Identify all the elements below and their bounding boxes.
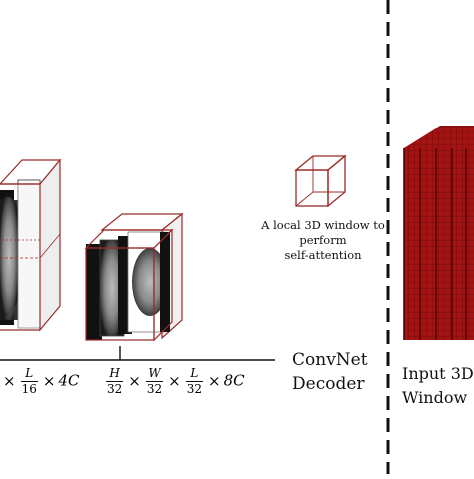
formula-right: H 32 × W 32 × L 32 × 8C bbox=[106, 366, 245, 396]
formula-left: × L 16 × 4C bbox=[3, 366, 80, 396]
formula-left-prefix: × bbox=[3, 371, 16, 390]
input-volume bbox=[403, 126, 474, 340]
formula-frac-h: H 32 bbox=[106, 366, 124, 396]
feature-block-left bbox=[0, 158, 62, 332]
input-label: Input 3D Window bbox=[402, 364, 474, 407]
feature-block-mid bbox=[84, 212, 184, 342]
formula-right-suffix: 8C bbox=[223, 371, 245, 390]
window-label: A local 3D window to perform self-attent… bbox=[261, 218, 385, 262]
formula-left-suffix: 4C bbox=[58, 371, 80, 390]
decoder-label: ConvNet Decoder bbox=[292, 350, 368, 394]
formula-frac-w: W 32 bbox=[145, 366, 164, 396]
formula-left-frac: L 16 bbox=[20, 366, 38, 396]
formula-frac-l: L 32 bbox=[185, 366, 203, 396]
wireframe-cube-icon bbox=[294, 154, 347, 208]
